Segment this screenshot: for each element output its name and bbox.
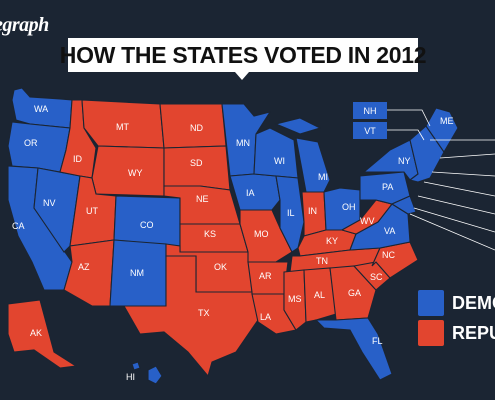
label-MO: MO bbox=[254, 229, 269, 239]
label-AR: AR bbox=[259, 271, 272, 281]
label-GA: GA bbox=[348, 288, 361, 298]
state-AK[interactable] bbox=[7, 299, 78, 369]
label-MT: MT bbox=[116, 122, 129, 132]
callout-VT[interactable]: VT bbox=[353, 122, 387, 139]
state-WY[interactable] bbox=[91, 145, 165, 197]
label-UT: UT bbox=[86, 206, 98, 216]
legend-republican: REPU bbox=[418, 320, 495, 346]
label-OK: OK bbox=[214, 262, 227, 272]
label-CA: CA bbox=[12, 221, 25, 231]
label-MS: MS bbox=[288, 294, 302, 304]
state-ME[interactable] bbox=[425, 107, 459, 154]
label-VA: VA bbox=[384, 226, 395, 236]
state-labels: WA OR CA NV ID MT WY UT AZ CO NM ND SD N… bbox=[12, 104, 454, 382]
state-DE-MD[interactable] bbox=[390, 195, 417, 215]
label-ME: ME bbox=[440, 116, 454, 126]
legend-democrat: DEMO bbox=[418, 290, 495, 316]
state-GA[interactable] bbox=[329, 265, 377, 321]
publisher-logo: egraph bbox=[0, 14, 49, 36]
label-IN: IN bbox=[308, 206, 317, 216]
title-banner: HOW THE STATES VOTED IN 2012 bbox=[60, 38, 427, 72]
legend-label-democrat: DEMO bbox=[452, 292, 495, 313]
label-CO: CO bbox=[140, 220, 154, 230]
label-TX: TX bbox=[198, 308, 210, 318]
callout-NH[interactable]: NH bbox=[353, 102, 387, 119]
label-SD: SD bbox=[190, 158, 203, 168]
label-TN: TN bbox=[316, 256, 328, 266]
label-OR: OR bbox=[24, 138, 38, 148]
state-HI-islet[interactable] bbox=[131, 361, 141, 371]
label-IL: IL bbox=[287, 208, 295, 218]
state-FL[interactable] bbox=[314, 317, 393, 381]
label-IA: IA bbox=[246, 188, 255, 198]
label-MN: MN bbox=[236, 138, 250, 148]
callout-leaders bbox=[387, 109, 495, 251]
label-AZ: AZ bbox=[78, 262, 90, 272]
label-WV: WV bbox=[360, 216, 375, 226]
label-OH: OH bbox=[342, 202, 356, 212]
state-WI[interactable] bbox=[253, 127, 299, 179]
label-KY: KY bbox=[326, 236, 338, 246]
legend-label-republican: REPU bbox=[452, 322, 495, 343]
label-HI: HI bbox=[126, 372, 135, 382]
label-KS: KS bbox=[204, 229, 216, 239]
legend-swatch-democrat bbox=[418, 290, 444, 316]
state-MS[interactable] bbox=[283, 269, 307, 331]
label-NV: NV bbox=[43, 198, 56, 208]
state-IA[interactable] bbox=[229, 173, 281, 211]
label-AL: AL bbox=[314, 290, 325, 300]
label-ND: ND bbox=[190, 123, 203, 133]
state-IL[interactable] bbox=[275, 175, 305, 253]
state-TX[interactable] bbox=[123, 255, 259, 378]
label-NC: NC bbox=[382, 250, 395, 260]
state-AL[interactable] bbox=[303, 267, 337, 323]
label-NE: NE bbox=[196, 194, 209, 204]
label-WI: WI bbox=[274, 156, 285, 166]
state-SD[interactable] bbox=[163, 145, 231, 191]
state-MI[interactable] bbox=[295, 137, 331, 193]
label-MI: MI bbox=[318, 172, 328, 182]
label-NM: NM bbox=[130, 268, 144, 278]
label-PA: PA bbox=[382, 182, 393, 192]
title-pointer bbox=[235, 72, 249, 80]
label-WA: WA bbox=[34, 104, 48, 114]
state-HI[interactable] bbox=[147, 365, 163, 385]
state-AZ[interactable] bbox=[63, 239, 115, 307]
state-MI-UP[interactable] bbox=[274, 117, 322, 135]
legend-swatch-republican bbox=[418, 320, 444, 346]
callout-label: VT bbox=[364, 125, 376, 136]
state-OR[interactable] bbox=[7, 121, 71, 173]
label-SC: SC bbox=[370, 272, 383, 282]
label-LA: LA bbox=[260, 312, 271, 322]
label-AK: AK bbox=[30, 328, 42, 338]
label-FL: FL bbox=[372, 336, 383, 346]
page-title: HOW THE STATES VOTED IN 2012 bbox=[59, 41, 427, 68]
label-ID: ID bbox=[73, 154, 83, 164]
label-NY: NY bbox=[398, 156, 411, 166]
label-WY: WY bbox=[128, 168, 143, 178]
callout-label: NH bbox=[363, 105, 377, 116]
